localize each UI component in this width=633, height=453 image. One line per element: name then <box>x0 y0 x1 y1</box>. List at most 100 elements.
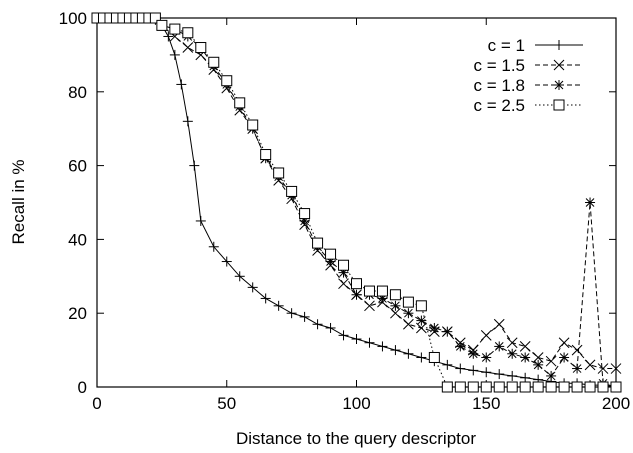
data-point <box>351 278 362 290</box>
data-point <box>558 337 570 349</box>
data-point <box>507 348 518 359</box>
data-point <box>156 19 168 31</box>
data-point <box>532 352 544 363</box>
data-point <box>610 381 622 393</box>
y-tick-label: 60 <box>68 157 87 176</box>
y-tick-label: 40 <box>68 230 87 249</box>
data-point <box>559 352 570 363</box>
data-point <box>377 341 388 352</box>
legend-marker <box>554 80 564 90</box>
x-tick-label: 100 <box>342 394 370 413</box>
data-point <box>286 185 298 197</box>
data-point <box>325 322 336 333</box>
data-point <box>390 345 401 356</box>
data-point <box>312 237 324 249</box>
data-point <box>402 296 414 308</box>
data-point <box>169 49 180 60</box>
legend: c = 1c = 1.5c = 1.8c = 2.5 <box>473 36 583 115</box>
data-point <box>299 208 311 220</box>
data-point <box>610 363 622 374</box>
data-point <box>571 381 583 393</box>
data-point <box>572 363 583 374</box>
data-point <box>312 319 323 330</box>
legend-marker <box>554 40 564 50</box>
data-point <box>221 75 233 87</box>
legend-label: c = 2.5 <box>473 96 525 115</box>
data-point <box>442 359 453 370</box>
data-point <box>494 369 505 380</box>
data-point <box>481 352 492 363</box>
data-point <box>545 381 557 393</box>
data-point <box>260 149 272 161</box>
x-tick-label: 150 <box>472 394 500 413</box>
series-4 <box>91 12 622 393</box>
data-point <box>338 259 350 271</box>
data-point <box>597 381 609 393</box>
data-point <box>519 381 531 393</box>
y-tick-label: 100 <box>59 9 87 28</box>
data-point <box>481 367 492 378</box>
data-point <box>273 167 285 179</box>
data-point <box>364 337 375 348</box>
data-point <box>273 300 284 311</box>
data-point <box>533 359 544 370</box>
data-point <box>520 372 531 383</box>
data-point <box>519 341 531 352</box>
data-point <box>403 348 414 359</box>
data-point <box>221 256 232 267</box>
x-tick-label: 0 <box>92 394 101 413</box>
data-point <box>234 97 246 109</box>
data-point <box>415 300 427 312</box>
series-1 <box>92 13 621 392</box>
data-point <box>182 42 194 53</box>
data-point <box>507 370 518 381</box>
data-point <box>546 370 557 381</box>
data-point <box>441 381 453 393</box>
data-point <box>480 329 492 341</box>
data-point <box>182 116 193 127</box>
y-axis-ticks: 0 20 40 60 80 100 <box>59 9 616 397</box>
legend-label: c = 1.8 <box>473 76 525 95</box>
data-point <box>506 381 518 393</box>
data-point <box>558 381 570 393</box>
data-point <box>390 300 401 311</box>
data-point <box>208 241 219 252</box>
legend-label: c = 1.5 <box>473 56 525 75</box>
series-line <box>97 17 616 388</box>
data-point <box>416 322 427 334</box>
legend-marker <box>553 99 565 111</box>
y-tick-label: 20 <box>68 304 87 323</box>
data-point <box>532 381 544 393</box>
series-2 <box>91 12 622 374</box>
series-line <box>97 17 617 388</box>
data-point <box>493 381 505 393</box>
data-point <box>163 31 174 42</box>
data-point <box>299 311 310 322</box>
x-axis-label: Distance to the query descriptor <box>236 429 476 448</box>
data-point <box>364 300 375 312</box>
data-point <box>176 79 187 90</box>
data-point <box>189 160 200 171</box>
data-point <box>468 365 479 376</box>
data-point <box>429 322 440 333</box>
data-point <box>182 27 194 39</box>
series-line <box>97 17 617 388</box>
data-point <box>468 348 479 359</box>
data-point <box>455 341 466 352</box>
data-point <box>351 334 362 345</box>
data-point <box>494 341 505 352</box>
x-tick-label: 50 <box>217 394 236 413</box>
legend-marker <box>553 59 565 71</box>
data-point <box>597 363 609 374</box>
data-point <box>520 352 531 363</box>
data-point <box>389 289 401 301</box>
y-tick-label: 0 <box>78 378 87 397</box>
data-point <box>403 318 414 330</box>
data-point <box>403 308 414 319</box>
data-point <box>149 12 161 24</box>
data-point <box>454 381 466 393</box>
data-point <box>247 119 259 131</box>
data-point <box>351 289 362 300</box>
series-layer <box>91 12 622 393</box>
data-point <box>376 285 388 297</box>
